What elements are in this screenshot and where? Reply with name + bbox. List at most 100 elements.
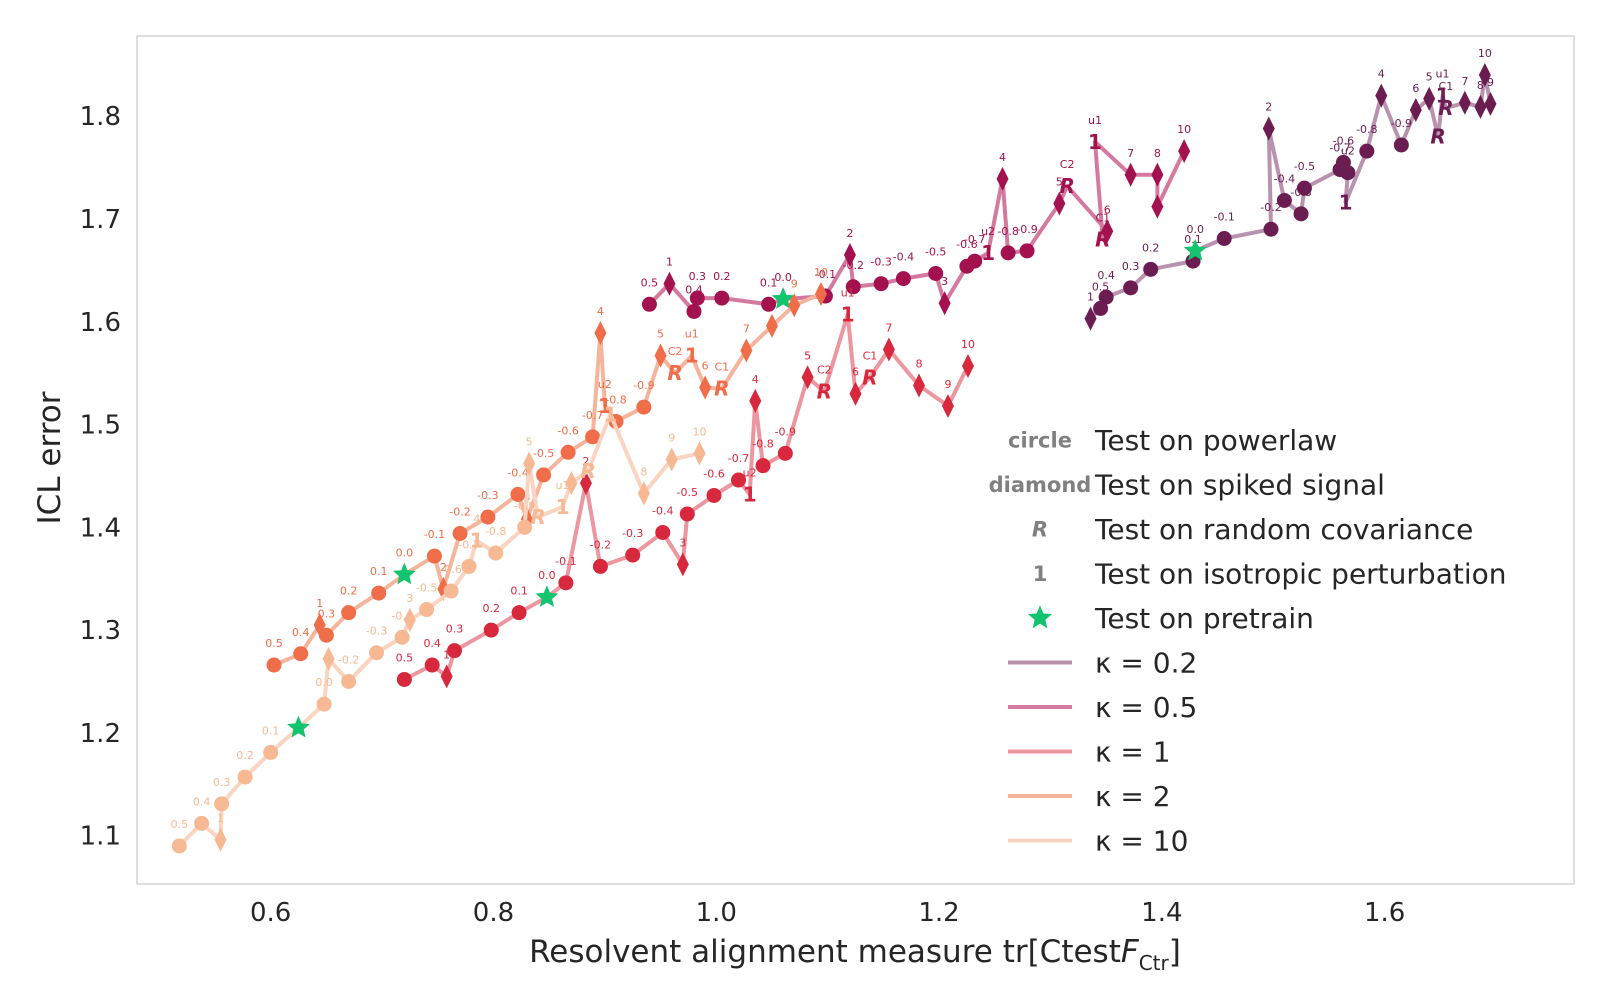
data-point [928,265,944,281]
point-label: -0.1 [815,268,836,281]
point-label: 1 [316,597,323,610]
data-point [1084,306,1097,331]
point-label: u1 [685,328,699,341]
point-label: 0.0 [315,676,333,689]
data-point [316,696,332,712]
point-label: -0.3 [870,256,891,269]
data-point [403,607,416,632]
series-kappa-0.2: 10.50.40.30.20.10.0-0.1-0.22-0.4-0.3-0.5… [1084,47,1497,331]
legend-marker: circle [1008,428,1072,452]
point-label: 0.4 [292,626,310,639]
point-label: -0.8 [605,393,626,406]
data-point [558,575,574,591]
data-point [663,271,676,296]
data-point [693,441,706,466]
legend-label: Test on spiked signal [1094,469,1385,502]
data-point [1423,86,1436,111]
data-point [655,524,671,540]
point-label: 1 [1087,291,1094,304]
point-label: 0.3 [689,270,707,283]
data-point [845,279,861,295]
x-tick-label: 1.0 [696,898,737,928]
data-point [843,242,856,267]
legend-marker: diamond [989,473,1092,497]
data-point [1053,191,1066,216]
data-point [1478,63,1491,88]
legend-label: κ = 1 [1095,736,1171,769]
data-point [452,525,468,541]
point-label: u2 [743,466,757,479]
data-point [440,664,453,689]
point-label: 6 [702,360,709,373]
point-label: -0.9 [514,499,535,512]
data-point [214,796,230,812]
data-point [740,338,753,363]
point-label: 7 [1461,75,1468,88]
data-point [322,646,335,671]
point-label: 0.1 [1184,233,1202,246]
point-label: -0.4 [652,504,673,517]
point-label: 5 [1056,176,1063,189]
data-point [592,558,608,574]
point-label: 7 [743,323,750,336]
point-label: 0.0 [774,271,792,284]
point-label: u1 [1436,68,1450,81]
data-point [665,447,678,472]
y-tick-label: 1.1 [80,822,121,852]
point-label: 7 [885,322,892,335]
point-label: 0.2 [713,270,731,283]
point-label: 0.5 [641,276,659,289]
point-label: 4 [1378,68,1385,81]
data-point [341,674,357,690]
point-label: -0.1 [555,555,576,568]
legend-label: Test on isotropic perturbation [1094,558,1506,591]
series-layer: 10.50.40.30.20.10.0-0.1-0.22-0.4-0.3-0.5… [171,47,1497,854]
data-point [1474,94,1487,119]
data-point: 1 [1339,191,1353,215]
point-label: 0.0 [1187,223,1205,236]
point-label: u1 [1088,114,1102,127]
data-point [761,296,777,312]
point-label: u2 [981,225,995,238]
data-point [392,562,416,585]
data-point [1123,280,1139,296]
point-label: -0.5 [416,582,437,595]
point-label: -0.6 [557,424,578,437]
y-tick-label: 1.3 [80,616,121,646]
data-point: 1 [743,482,757,506]
data-point [1183,238,1207,261]
data-point [594,321,607,346]
legend-marker: 1 [1033,562,1048,586]
legend-label: κ = 10 [1095,825,1188,858]
x-tick-label: 1.6 [1364,898,1405,928]
point-label: C2 [1060,158,1075,171]
data-point [488,545,504,561]
series-kappa-0.5: 0.510.40.3 0.2 0.10.0 -0.12-0.2 -0.3 -0.4 -0.5… [641,114,1191,319]
data-point [1101,219,1114,244]
point-label: 1 [666,256,673,269]
point-label: 5 [1426,71,1433,84]
point-label: 0.2 [1142,241,1160,254]
data-point [938,291,951,316]
data-point: 1 [1088,130,1102,154]
data-point [426,548,442,564]
data-point [636,399,652,415]
data-point [765,313,778,338]
point-label: 4 [999,151,1006,164]
point-label: 8 [1154,147,1161,160]
point-label: 0.0 [538,569,556,582]
data-point: R [1438,96,1453,120]
point-label: 4 [597,305,604,318]
point-label: -0.9 [775,425,796,438]
point-label: 0.5 [396,651,414,664]
point-label: -0.2 [590,538,611,551]
point-label: -0.6 [703,467,724,480]
data-point [1093,300,1109,316]
point-label: 0.1 [510,585,528,598]
point-label: 6 [1104,203,1111,216]
data-point [371,585,387,601]
data-point [214,827,227,852]
data-point [565,471,578,496]
